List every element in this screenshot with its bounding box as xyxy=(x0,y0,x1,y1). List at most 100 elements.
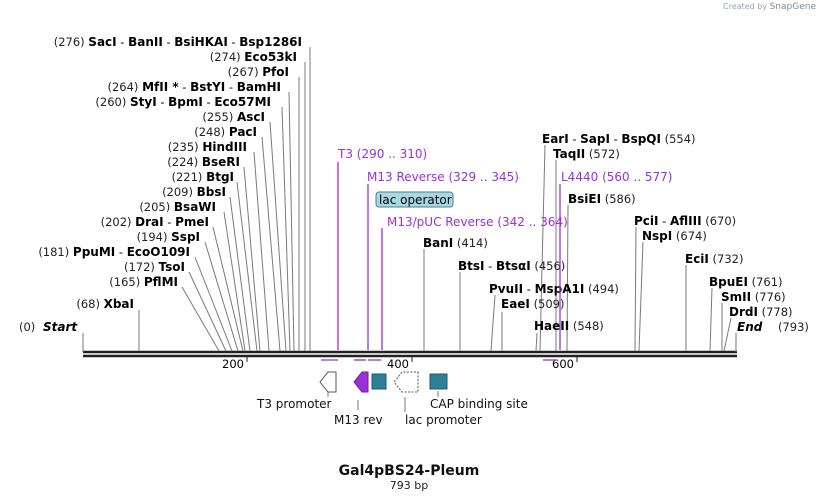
enzyme-site[interactable]: (194) SspI xyxy=(137,230,200,244)
enzyme-name[interactable]: Eco57MI xyxy=(214,95,271,109)
enzyme-name[interactable]: TsoI xyxy=(159,260,185,274)
enzyme-site[interactable]: (248) PacI xyxy=(194,125,257,139)
enzyme-name[interactable]: BtgI xyxy=(206,170,234,184)
left-enzyme-leaders xyxy=(138,47,311,352)
enzyme-name[interactable]: StyI xyxy=(130,95,157,109)
enzyme-name[interactable]: BtsαI xyxy=(496,259,531,273)
enzyme-name[interactable]: EarI xyxy=(542,132,569,146)
enzyme-name[interactable]: EciI xyxy=(685,252,709,266)
enzyme-site[interactable]: EciI (732) xyxy=(685,252,743,266)
enzyme-site[interactable]: (181) PpuMI - EcoO109I xyxy=(38,245,190,259)
enzyme-site[interactable]: (165) PflMI xyxy=(109,275,178,289)
end-marker: End (793) xyxy=(735,320,809,352)
site-position: (586) xyxy=(605,192,636,206)
enzyme-name[interactable]: BsaWI xyxy=(174,200,216,214)
enzyme-name[interactable]: BanII xyxy=(128,35,163,49)
enzyme-name[interactable]: PmeI xyxy=(175,215,209,229)
t3-promoter-label: T3 promoter xyxy=(256,397,332,411)
enzyme-name[interactable]: PfoI xyxy=(262,65,289,79)
enzyme-site[interactable]: BpuEI (761) xyxy=(709,275,783,289)
site-position: (255) xyxy=(202,110,233,124)
enzyme-name[interactable]: BpmI xyxy=(168,95,203,109)
cap-binding-site-block[interactable] xyxy=(429,373,448,390)
enzyme-name[interactable]: HaeII xyxy=(534,319,569,333)
enzyme-name[interactable]: SspI xyxy=(171,230,200,244)
enzyme-site[interactable]: (255) AscI xyxy=(202,110,265,124)
site-position: (260) xyxy=(95,95,126,109)
primer-l4440[interactable]: L4440 (560 .. 577) xyxy=(561,170,673,184)
enzyme-site[interactable]: BsiEI (586) xyxy=(568,192,636,206)
enzyme-name[interactable]: BpuEI xyxy=(709,275,748,289)
enzyme-name[interactable]: BsiHKAI xyxy=(174,35,228,49)
enzyme-site[interactable]: (260) StyI - BpmI - Eco57MI xyxy=(95,95,271,109)
enzyme-site[interactable]: (172) TsoI xyxy=(124,260,185,274)
enzyme-site[interactable]: PciI - AflIII (670) xyxy=(634,214,736,228)
enzyme-name[interactable]: Eco53kI xyxy=(244,50,297,64)
enzyme-name[interactable]: BamHI xyxy=(237,80,281,94)
enzyme-name[interactable]: SapI xyxy=(580,132,610,146)
enzyme-site[interactable]: BanI (414) xyxy=(423,236,488,250)
enzyme-name[interactable]: SacI xyxy=(88,35,116,49)
enzyme-name[interactable]: AscI xyxy=(237,110,265,124)
enzyme-name[interactable]: PflMI xyxy=(144,275,178,289)
enzyme-name[interactable]: PacI xyxy=(229,125,257,139)
enzyme-name[interactable]: TaqII xyxy=(553,147,585,161)
enzyme-site[interactable]: NspI (674) xyxy=(642,229,707,243)
enzyme-name[interactable]: BsiEI xyxy=(568,192,601,206)
enzyme-name[interactable]: DrdI xyxy=(729,305,758,319)
enzyme-name[interactable]: EaeI xyxy=(501,297,530,311)
enzyme-site[interactable]: (221) BtgI xyxy=(171,170,234,184)
lac-promoter-arrow[interactable] xyxy=(393,371,419,393)
enzyme-name[interactable]: BseRI xyxy=(202,155,240,169)
feature-block[interactable] xyxy=(371,373,387,390)
enzyme-site[interactable]: (224) BseRI xyxy=(167,155,240,169)
enzyme-site[interactable]: (205) BsaWI xyxy=(139,200,216,214)
enzyme-name[interactable]: SmII xyxy=(721,290,751,304)
enzyme-site[interactable]: (276) SacI - BanII - BsiHKAI - Bsp1286I xyxy=(54,35,302,49)
enzyme-site[interactable]: (274) Eco53kI xyxy=(210,50,297,64)
enzyme-site[interactable]: (209) BbsI xyxy=(162,185,226,199)
enzyme-site[interactable]: DrdI (778) xyxy=(729,305,793,319)
enzyme-site[interactable]: PvuII - MspA1I (494) xyxy=(489,282,619,296)
dna-backbone xyxy=(83,350,737,358)
primer-m13-reverse[interactable]: M13 Reverse (329 .. 345) xyxy=(367,170,519,184)
enzyme-name[interactable]: BbsI xyxy=(197,185,226,199)
m13-rev-label: M13 rev xyxy=(334,413,383,427)
enzyme-name[interactable]: BanI xyxy=(423,236,453,250)
enzyme-name[interactable]: EcoO109I xyxy=(127,245,190,259)
enzyme-name[interactable]: BtsI xyxy=(458,259,485,273)
enzyme-name[interactable]: PciI xyxy=(634,214,659,228)
lac-operator[interactable]: lac operator xyxy=(375,191,454,208)
enzyme-name[interactable]: XbaI xyxy=(104,297,134,311)
start-label: Start xyxy=(43,320,78,334)
enzyme-name[interactable]: BstYI xyxy=(190,80,225,94)
enzyme-site[interactable]: EarI - SapI - BspQI (554) xyxy=(542,132,696,146)
m13-rev-arrow[interactable] xyxy=(353,371,369,393)
enzyme-name[interactable]: PvuII xyxy=(489,282,523,296)
ruler: 200 400 600 xyxy=(222,357,578,371)
enzyme-site[interactable]: HaeII (548) xyxy=(534,319,604,333)
enzyme-name[interactable]: BspQI xyxy=(621,132,661,146)
site-position: (209) xyxy=(162,185,193,199)
enzyme-name[interactable]: MfII * xyxy=(142,80,179,94)
enzyme-site[interactable]: (264) MfII * - BstYI - BamHI xyxy=(107,80,281,94)
enzyme-site[interactable]: TaqII (572) xyxy=(553,147,620,161)
enzyme-name[interactable]: Bsp1286I xyxy=(239,35,302,49)
primer-t3[interactable]: T3 (290 .. 310) xyxy=(337,147,427,161)
enzyme-name[interactable]: DraI xyxy=(135,215,163,229)
enzyme-site[interactable]: SmII (776) xyxy=(721,290,786,304)
site-position: (165) xyxy=(109,275,140,289)
end-label: End xyxy=(737,320,763,334)
enzyme-name[interactable]: PpuMI xyxy=(73,245,115,259)
enzyme-site[interactable]: (267) PfoI xyxy=(228,65,289,79)
enzyme-site[interactable]: (68) XbaI xyxy=(76,297,134,311)
enzyme-site[interactable]: (235) HindIII xyxy=(168,140,247,154)
enzyme-site[interactable]: EaeI (509) xyxy=(501,297,565,311)
enzyme-site[interactable]: BtsI - BtsαI (456) xyxy=(458,259,565,273)
primer-m13-puc-reverse[interactable]: M13/pUC Reverse (342 .. 364) xyxy=(387,215,568,229)
enzyme-site[interactable]: (202) DraI - PmeI xyxy=(101,215,209,229)
t3-promoter-arrow[interactable] xyxy=(319,371,337,393)
enzyme-name[interactable]: HindIII xyxy=(202,140,247,154)
enzyme-name[interactable]: AflIII xyxy=(670,214,702,228)
enzyme-name[interactable]: NspI xyxy=(642,229,672,243)
